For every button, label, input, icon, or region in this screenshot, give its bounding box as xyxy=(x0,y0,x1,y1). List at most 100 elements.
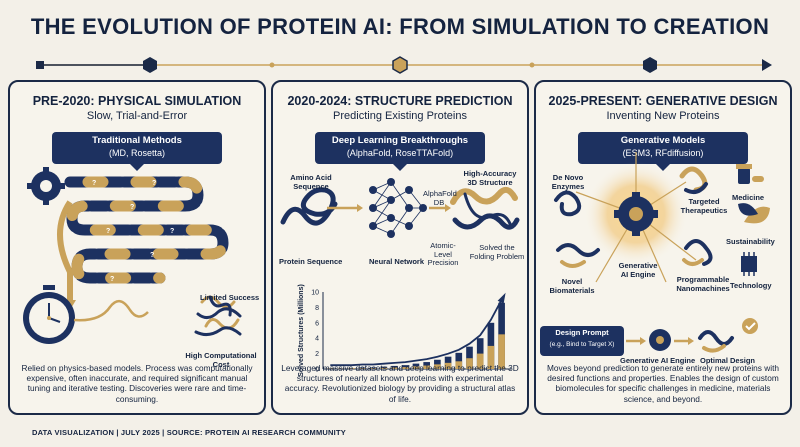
svg-text:?: ? xyxy=(106,228,110,235)
retry-arrow xyxy=(57,200,73,302)
amino-acid-label: Amino Acid Sequence xyxy=(290,173,332,191)
check-icon xyxy=(745,322,756,331)
design-prompt-box xyxy=(540,326,624,356)
trend-arrow-icon xyxy=(497,292,506,304)
therapeutic-molecule-icon xyxy=(679,166,708,194)
bar-total xyxy=(369,367,377,369)
limited-success-label: Limited Success xyxy=(200,293,260,302)
method-banner: Traditional Methods (MD, Rosetta) xyxy=(52,132,222,171)
bar-segment xyxy=(466,358,473,369)
trend-line xyxy=(330,299,503,367)
panel-heading: 2020-2024: STRUCTURE PREDICTION xyxy=(287,94,513,108)
targeted-label: Targeted Therapeutics xyxy=(680,197,728,215)
small-engine-icon xyxy=(649,329,671,351)
bar-segment xyxy=(434,364,441,369)
sustainability-label: Sustainability xyxy=(726,237,775,246)
de-novo-label: De Novo Enzymes xyxy=(551,173,585,191)
nanomachine-icon xyxy=(682,239,713,266)
bar-segment xyxy=(348,368,356,369)
timeline-node-2 xyxy=(392,56,408,74)
neural-network-label: Neural Network xyxy=(369,257,425,266)
trial-and-error-path-illustration: ??? ??? ? xyxy=(23,167,242,344)
svg-text:?: ? xyxy=(170,228,174,235)
y-axis-label: Solved Structures (Millions) xyxy=(298,284,305,377)
gear-icon xyxy=(27,167,65,205)
design-prompt-sub: (e.g., Bind to Target X) xyxy=(549,341,615,348)
timeline-node-3 xyxy=(643,57,657,73)
y-tick-label: 6 xyxy=(315,320,319,327)
panel-generative-design: 2025-PRESENT: GENERATIVE DESIGN Inventin… xyxy=(534,80,792,415)
panel-heading: PRE-2020: PHYSICAL SIMULATION xyxy=(32,94,242,108)
banner-title: Generative Models xyxy=(620,135,706,146)
bar-segment xyxy=(455,361,463,369)
bar-segment xyxy=(444,362,452,369)
ai-engine-gear-icon xyxy=(614,192,658,236)
svg-text:?: ? xyxy=(110,276,114,283)
bar-segment xyxy=(412,366,420,369)
enzyme-icon xyxy=(554,190,582,217)
panel-heading: 2025-PRESENT: GENERATIVE DESIGN xyxy=(548,94,778,108)
panel-subheading: Slow, Trial-and-Error xyxy=(86,110,188,122)
tangled-protein-pile xyxy=(194,295,242,337)
bar-segment xyxy=(423,365,430,369)
novel-biomaterials-label: Novel Biomaterials xyxy=(549,277,595,295)
bar-segment xyxy=(476,353,484,369)
bar-segment xyxy=(391,367,398,369)
bar-segment xyxy=(359,368,366,369)
method-banner: Deep Learning Breakthroughs (AlphaFold, … xyxy=(315,132,485,171)
solved-structures-chart: 0 2 4 6 8 10 Solved Structures (Millions) xyxy=(298,284,511,377)
nanomachines-label: Programmable Nanomachines xyxy=(676,275,730,293)
timeline-dot xyxy=(529,62,535,68)
bar-segment xyxy=(369,368,377,369)
timeline-dot xyxy=(269,62,275,68)
y-tick-label: 4 xyxy=(315,336,319,343)
design-prompt-title: Design Prompt xyxy=(555,328,609,337)
bar-total xyxy=(455,352,463,369)
y-tick-label: 8 xyxy=(315,305,319,312)
banner-subtitle: (ESM3, RFdiffusion) xyxy=(622,148,704,158)
svg-text:?: ? xyxy=(152,180,156,187)
panel-subheading: Predicting Existing Proteins xyxy=(333,110,467,122)
prediction-pipeline-illustration xyxy=(280,178,520,238)
bar-segment xyxy=(498,334,505,369)
bar-total xyxy=(466,346,473,369)
checkmark-badge-icon xyxy=(742,318,758,334)
timeline-node-1 xyxy=(143,57,157,73)
computational-cost-label: High Computational Cost xyxy=(185,351,257,369)
generative-engine-2-label: Generative AI Engine xyxy=(620,356,696,365)
biomaterial-icon xyxy=(556,243,600,268)
timeline xyxy=(36,56,772,74)
page-title: THE EVOLUTION OF PROTEIN AI: FROM SIMULA… xyxy=(30,14,770,39)
bar-segment xyxy=(401,367,409,369)
banner-subtitle: (MD, Rosetta) xyxy=(108,148,165,158)
protein-sequence-icon xyxy=(280,187,338,226)
neural-network-icon xyxy=(369,178,427,238)
y-tick-label: 0 xyxy=(315,367,319,374)
technology-chip-icon xyxy=(741,252,757,276)
panel-description: Relied on physics-based models. Process … xyxy=(21,362,253,404)
folded-structure-icon xyxy=(450,186,520,230)
panel-description: Leveraged massive datasets and deep lear… xyxy=(281,362,519,404)
y-tick-label: 2 xyxy=(315,351,319,358)
svg-text:?: ? xyxy=(150,252,154,259)
generative-engine-illustration xyxy=(540,152,770,356)
decay-wire xyxy=(73,300,149,322)
method-banner: Generative Models (ESM3, RFdiffusion) xyxy=(578,132,748,171)
panel-physical-simulation: PRE-2020: PHYSICAL SIMULATION Slow, Tria… xyxy=(8,80,266,415)
bar-segment xyxy=(380,367,388,369)
technology-label: Technology xyxy=(730,281,772,290)
medicine-label: Medicine xyxy=(732,193,765,202)
panel-subheading: Inventing New Proteins xyxy=(606,110,720,122)
timeline-arrow-icon xyxy=(762,59,772,71)
banner-title: Traditional Methods xyxy=(92,135,182,146)
sustainability-icon xyxy=(738,203,770,224)
bar-total xyxy=(359,367,366,369)
high-accuracy-label: High-Accuracy 3D Structure xyxy=(463,169,517,187)
banner-title: Deep Learning Breakthroughs xyxy=(331,135,469,146)
generative-engine-label: Generative AI Engine xyxy=(618,261,658,279)
stopwatch-icon xyxy=(23,285,75,344)
medicine-icon xyxy=(736,164,764,184)
svg-text:?: ? xyxy=(130,204,134,211)
optimal-design-label: Optimal Design xyxy=(700,356,756,365)
panel-description: Moves beyond prediction to generate enti… xyxy=(547,362,779,404)
